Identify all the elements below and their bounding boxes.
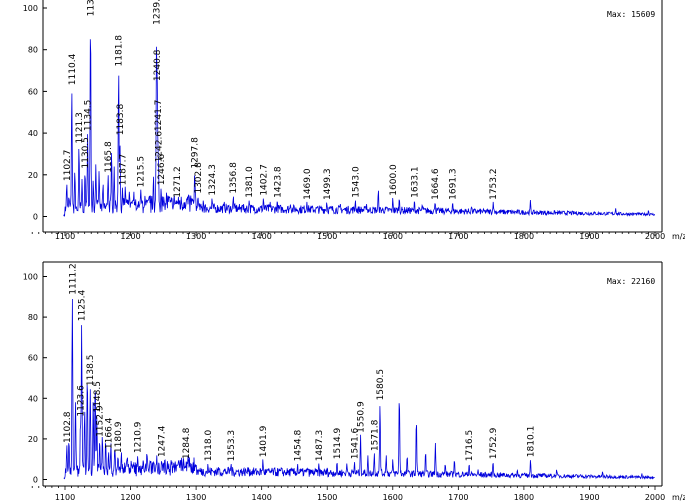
peak-label: 1381.0 (245, 166, 255, 198)
x-tick-label: 1400 (251, 232, 271, 241)
x-tick-label: 1100 (55, 493, 75, 502)
x-tick-label: 1600 (383, 232, 403, 241)
peak-label: 1187.7 (119, 154, 129, 185)
y-tick-label: 20 (28, 435, 38, 444)
x-tick-label: 1200 (120, 232, 140, 241)
x-tick-label: 1900 (579, 232, 599, 241)
peak-label: 1210.9 (134, 421, 144, 453)
peak-label: 1318.0 (204, 430, 214, 462)
peak-label: 1664.6 (431, 168, 441, 200)
spectrum-panel-top: 0 20 40 60 80 100 1100 1200 1300 1400 1500 1600 1700… (23, 0, 685, 241)
y-tick-label: 80 (28, 313, 38, 322)
peak-label: 1401.9 (259, 425, 269, 457)
y-tick-label: 60 (28, 354, 38, 363)
x-tick-label: 1500 (317, 232, 337, 241)
peak-label: 1356.8 (229, 162, 239, 194)
peak-label: 1810.1 (527, 426, 537, 458)
x-tick-label: 2000 (645, 493, 665, 502)
peak-label: 1469.0 (303, 168, 313, 200)
peak-label: 1130.5 (81, 137, 91, 169)
peak-label: 1246.6 (157, 154, 167, 186)
peak-label: 1125.4 (78, 289, 88, 321)
x-tick-label: 1300 (186, 493, 206, 502)
peak-label: 1454.8 (294, 430, 304, 462)
peak-label: 1242.6 (154, 131, 164, 163)
peak-label: 1550.9 (357, 401, 367, 433)
x-tick-label: 1800 (514, 493, 534, 502)
peak-label: 1102.7 (63, 150, 73, 182)
x-tick-label: 1100 (55, 232, 75, 241)
peak-label: 1180.9 (114, 421, 124, 453)
peak-label: 1215.5 (137, 156, 147, 188)
x-tick-label: 1600 (383, 493, 403, 502)
y-tick-label: 20 (28, 171, 38, 180)
peak-label: 1353.3 (227, 430, 237, 462)
x-axis-label: m/z (672, 493, 685, 502)
y-tick-label: 80 (28, 46, 38, 55)
y-tick-label: 60 (28, 87, 38, 96)
x-tick-label: 1700 (448, 493, 468, 502)
peak-label: 1240.8 (153, 49, 163, 81)
peak-label: 1183.8 (116, 103, 126, 135)
peak-label: 1152.9 (96, 405, 106, 437)
peak-label: 1514.9 (333, 427, 343, 459)
peak-label: 1271.2 (173, 166, 183, 198)
peak-label: 1580.5 (376, 369, 386, 401)
peak-label: 1123.6 (77, 385, 87, 417)
x-tick-label: 1200 (120, 493, 140, 502)
peak-label: 1111.2 (68, 263, 78, 295)
spectrum-trace (63, 298, 655, 480)
peak-label: 1121.3 (75, 112, 85, 144)
max-intensity-label: Max: 15609 (607, 10, 655, 19)
x-tick-label: 1500 (317, 493, 337, 502)
x-tick-label: 2000 (645, 232, 665, 241)
x-tick-label: 1700 (448, 232, 468, 241)
peak-label: 1752.9 (489, 427, 499, 459)
x-axis-label: m/z (672, 232, 685, 241)
x-tick-label: 1400 (251, 493, 271, 502)
peak-label: 1487.3 (315, 430, 325, 462)
peak-label: 1324.3 (208, 164, 218, 196)
peak-label: 1134.5 (84, 100, 94, 132)
peak-label: 1633.1 (411, 166, 421, 198)
y-tick-label: 40 (28, 129, 38, 138)
peak-label: 1181.8 (115, 35, 125, 67)
peak-label: 1138.9 (87, 0, 97, 16)
peak-label: 1165.8 (104, 141, 114, 173)
peak-label: 1102.8 (63, 411, 73, 443)
peak-label: 1247.4 (158, 425, 168, 457)
peak-label: 1499.3 (323, 168, 333, 200)
peak-label: 1541.6 (351, 427, 361, 459)
peak-label: 1241.7 (154, 100, 164, 132)
y-tick-label: 100 (23, 273, 38, 282)
y-tick-label: 40 (28, 394, 38, 403)
peak-label: 1138.5 (86, 355, 96, 387)
peak-label: 1571.8 (370, 419, 380, 451)
y-tick-label: 0 (33, 213, 38, 222)
x-tick-label: 1900 (579, 493, 599, 502)
peak-label: 1148.5 (93, 381, 103, 413)
peak-label: 1239.7 (153, 0, 163, 25)
peak-label: 1302.8 (194, 162, 204, 194)
peak-label: 1716.5 (465, 430, 475, 462)
peak-label: 1600.0 (389, 164, 399, 196)
peak-label: 1110.4 (68, 53, 78, 85)
peak-label: 1297.8 (191, 137, 201, 169)
peak-label: 1543.0 (351, 166, 361, 198)
x-tick-label: 1800 (514, 232, 534, 241)
peak-label: 1753.2 (489, 168, 499, 199)
spectrum-panel-bottom: 0 20 40 60 80 100 1100 1200 1300 1400 1500 1600 1700… (23, 261, 685, 502)
y-tick-label: 0 (33, 476, 38, 485)
peak-label: 1402.7 (259, 164, 269, 196)
peak-label: 1284.8 (182, 427, 192, 459)
x-tick-label: 1300 (186, 232, 206, 241)
y-tick-label: 100 (23, 4, 38, 13)
peak-label: 1166.4 (104, 417, 114, 449)
max-intensity-label: Max: 22160 (607, 277, 655, 286)
peak-label: 1691.3 (449, 168, 459, 200)
spectrum-trace (63, 39, 656, 217)
peak-label: 1423.8 (273, 166, 283, 198)
